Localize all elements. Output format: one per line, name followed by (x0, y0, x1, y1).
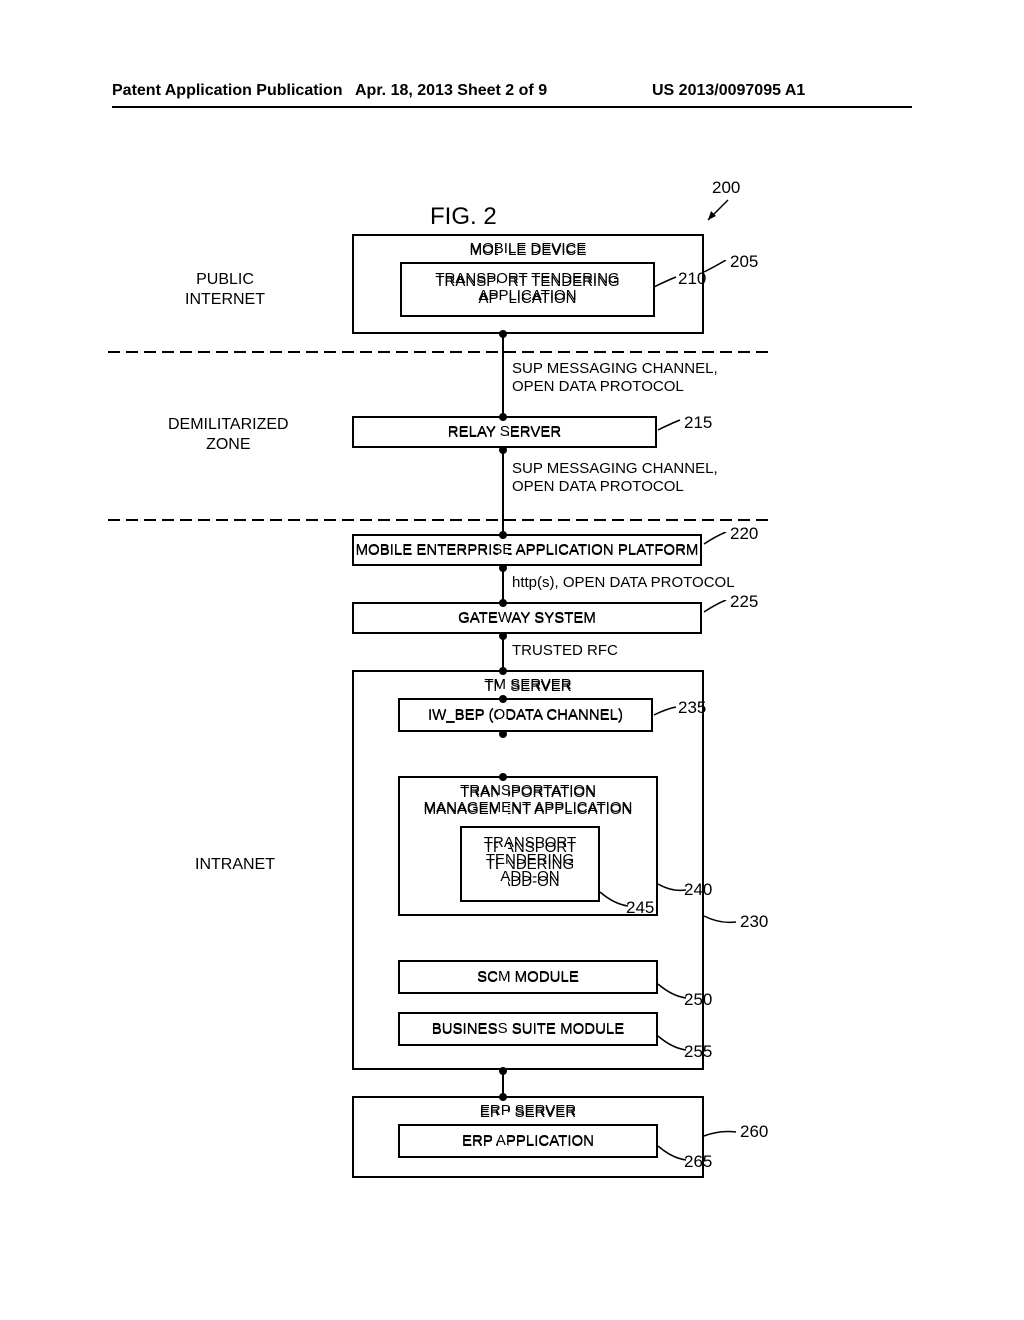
erp-server-title-overlay: ERP SERVER (352, 1102, 704, 1119)
erp-app-title-overlay: ERP APPLICATION (398, 1132, 658, 1149)
ref-235: 235 (678, 698, 706, 718)
bsm-title-overlay: BUSINESS SUITE MODULE (398, 1020, 658, 1037)
dot-3 (499, 446, 507, 454)
dot-12 (499, 1067, 507, 1075)
ref-230: 230 (740, 912, 768, 932)
tt-addon-title-overlay: TRANSPORT TENDERING ADD-ON (460, 834, 600, 885)
ref-200-leader (700, 196, 740, 226)
conn-sup-1: SUP MESSAGING CHANNEL, OPEN DATA PROTOCO… (512, 360, 718, 396)
tta-title-overlay: TRANSPORT TENDERING APPLICATION (400, 270, 655, 304)
ref-265: 265 (684, 1152, 712, 1172)
zone-dmz: DEMILITARIZED ZONE (168, 415, 289, 455)
page: Patent Application Publication Apr. 18, … (0, 0, 1024, 1320)
ref-255: 255 (684, 1042, 712, 1062)
relay-server-title-overlay: RELAY SERVER (352, 423, 657, 440)
tma-title-overlay: TRANSPORTATION MANAGEMENT APPLICATION (398, 782, 658, 816)
ref-205: 205 (730, 252, 758, 272)
ref-245: 245 (626, 898, 654, 918)
ref-225: 225 (730, 592, 758, 612)
ref-250: 250 (684, 990, 712, 1010)
dot-9 (499, 695, 507, 703)
ref-215: 215 (684, 413, 712, 433)
iw-bep-title-overlay: IW_BEP (ODATA CHANNEL) (398, 706, 653, 723)
scm-title-overlay: SCM MODULE (398, 968, 658, 985)
ref-260: 260 (740, 1122, 768, 1142)
dot-11 (499, 773, 507, 781)
dot-6 (499, 599, 507, 607)
figure-title: FIG. 2 (430, 203, 497, 231)
header-patent-number: US 2013/0097095 A1 (652, 82, 805, 100)
ref-220: 220 (730, 524, 758, 544)
header-rule (112, 106, 912, 108)
mobile-device-title-overlay: MOBILE DEVICE (352, 240, 704, 257)
dot-4 (499, 531, 507, 539)
dot-10 (499, 730, 507, 738)
meap-title-overlay: MOBILE ENTERPRISE APPLICATION PLATFORM (352, 541, 702, 558)
gateway-title-overlay: GATEWAY SYSTEM (352, 609, 702, 626)
dot-5 (499, 564, 507, 572)
dot-8 (499, 667, 507, 675)
zone-intranet: INTRANET (195, 855, 275, 875)
dot-2 (499, 413, 507, 421)
ref-200: 200 (712, 178, 740, 198)
tm-server-title-overlay: TM SERVER (352, 676, 704, 693)
ref-240: 240 (684, 880, 712, 900)
dot-1 (499, 330, 507, 338)
conn-https-odp: http(s), OPEN DATA PROTOCOL (512, 574, 735, 592)
dot-7 (499, 632, 507, 640)
dot-13 (499, 1093, 507, 1101)
header-publication: Patent Application Publication (112, 82, 343, 100)
conn-trusted-rfc: TRUSTED RFC (512, 642, 618, 660)
conn-sup-2: SUP MESSAGING CHANNEL, OPEN DATA PROTOCO… (512, 460, 718, 496)
header-date-sheet: Apr. 18, 2013 Sheet 2 of 9 (355, 82, 547, 100)
zone-public-internet: PUBLIC INTERNET (185, 270, 265, 310)
